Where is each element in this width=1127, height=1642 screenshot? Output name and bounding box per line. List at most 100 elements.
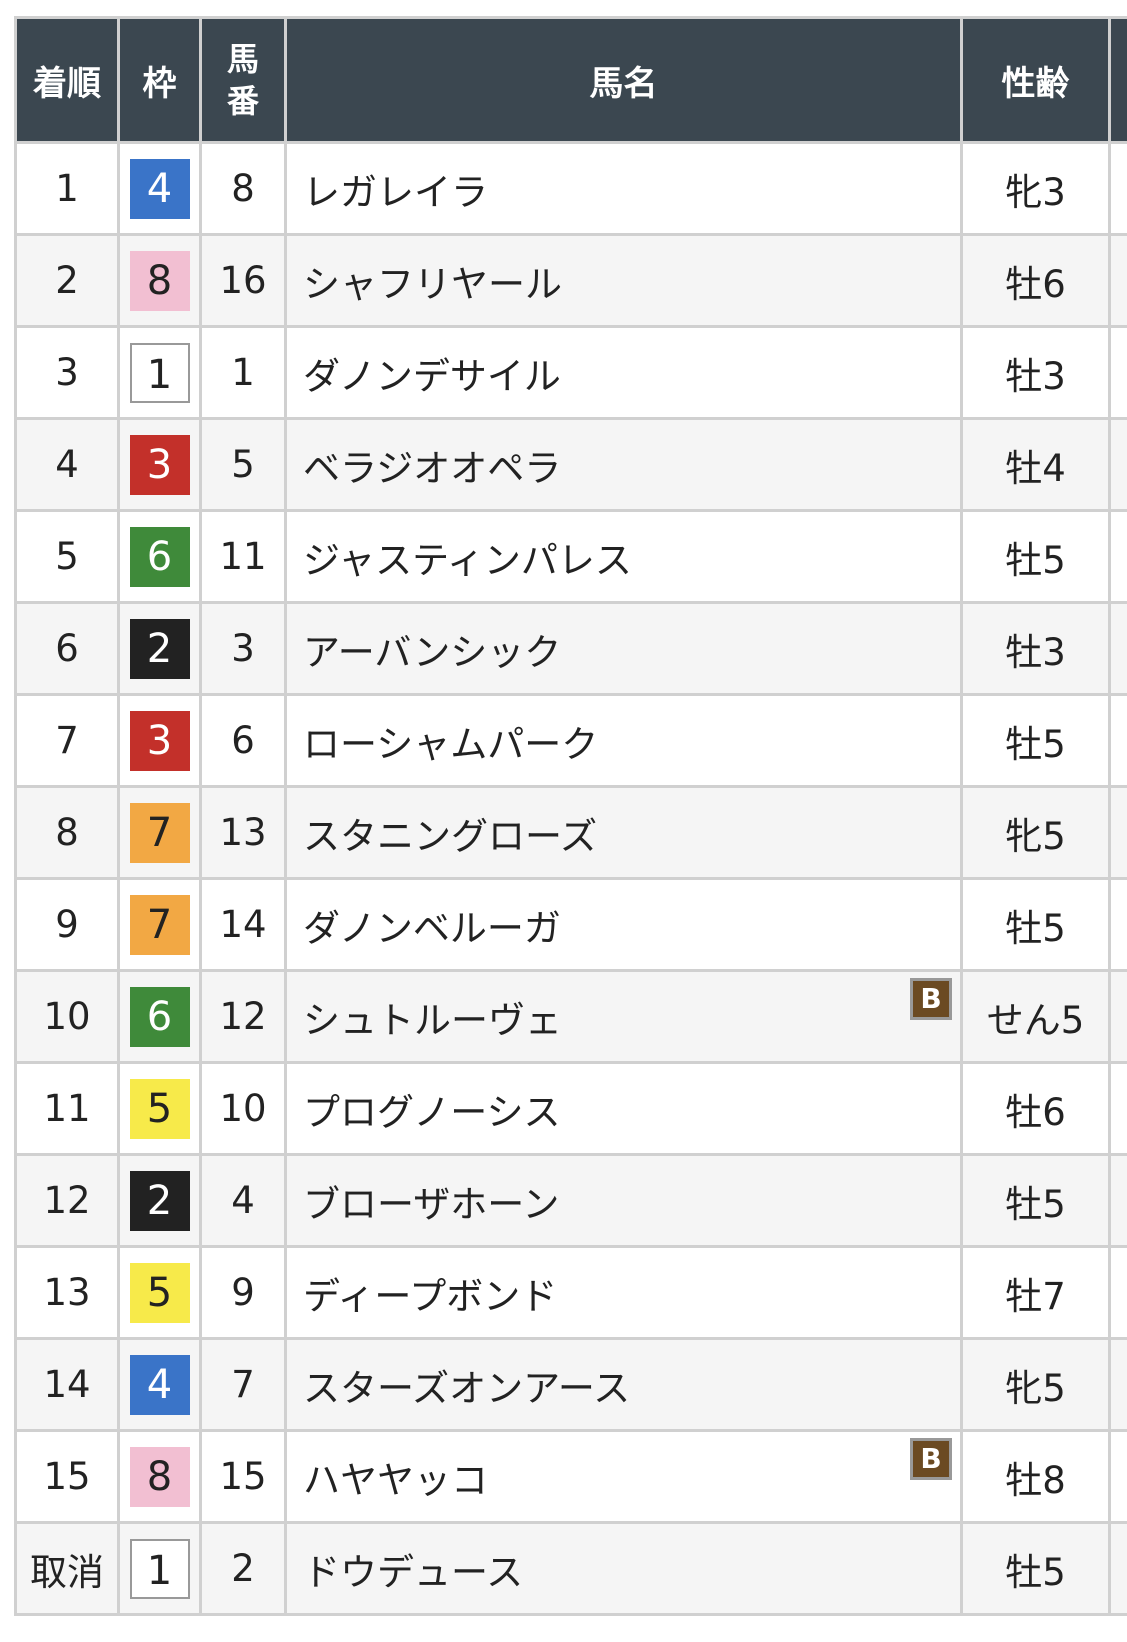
frame-badge: 6 — [129, 986, 190, 1047]
frame-cell: 5 — [117, 1061, 202, 1156]
header-sexage[interactable]: 性齢 — [960, 16, 1111, 144]
table-row[interactable]: 8 7 13 スタニングローズ 牝5 — [14, 785, 1127, 880]
horse-name-link[interactable]: アーバンシック — [303, 630, 562, 674]
sex-age: せん5 — [960, 969, 1111, 1064]
horse-number: 15 — [199, 1429, 287, 1524]
horse-number: 2 — [199, 1521, 287, 1616]
rank: 13 — [14, 1245, 120, 1340]
table-row[interactable]: 14 4 7 スターズオンアース 牝5 — [14, 1337, 1127, 1432]
horse-name-cell: ドウデュース — [284, 1521, 963, 1616]
horse-number: 6 — [199, 693, 287, 788]
frame-cell: 2 — [117, 601, 202, 696]
extra-cell — [1108, 141, 1127, 236]
rank: 6 — [14, 601, 120, 696]
table-row[interactable]: 13 5 9 ディープボンド 牡7 — [14, 1245, 1127, 1340]
horse-name-link[interactable]: ジャスティンパレス — [303, 538, 632, 582]
horse-number: 8 — [199, 141, 287, 236]
frame-badge: 7 — [129, 894, 190, 955]
frame-cell: 1 — [117, 325, 202, 420]
horse-name-link[interactable]: スタニングローズ — [303, 814, 598, 858]
horse-name-link[interactable]: プログノーシス — [303, 1090, 561, 1134]
horse-name-cell: ダノンデサイル — [284, 325, 963, 420]
horse-number: 10 — [199, 1061, 287, 1156]
table-row[interactable]: 7 3 6 ローシャムパーク 牡5 — [14, 693, 1127, 788]
horse-number: 13 — [199, 785, 287, 880]
horse-name-cell: ローシャムパーク — [284, 693, 963, 788]
frame-cell: 4 — [117, 141, 202, 236]
table-row[interactable]: 12 2 4 ブローザホーン 牡5 — [14, 1153, 1127, 1248]
extra-cell — [1108, 601, 1127, 696]
extra-cell — [1108, 693, 1127, 788]
table-row[interactable]: 6 2 3 アーバンシック 牡3 — [14, 601, 1127, 696]
rank: 取消 — [14, 1521, 120, 1616]
horse-name-cell: レガレイラ — [284, 141, 963, 236]
horse-name-cell: スタニングローズ — [284, 785, 963, 880]
horse-name-cell: シャフリヤール — [284, 233, 963, 328]
table-row[interactable]: 11 5 10 プログノーシス 牡6 — [14, 1061, 1127, 1156]
extra-cell — [1108, 1153, 1127, 1248]
horse-number: 4 — [199, 1153, 287, 1248]
horse-name-link[interactable]: シュトルーヴェ — [303, 998, 562, 1042]
horse-name-link[interactable]: ブローザホーン — [303, 1182, 560, 1226]
header-rank[interactable]: 着順 — [14, 16, 120, 144]
horse-name-link[interactable]: ローシャムパーク — [303, 722, 599, 766]
header-number[interactable]: 馬番 — [199, 16, 287, 144]
sex-age: 牡5 — [960, 1153, 1111, 1248]
sex-age: 牡6 — [960, 233, 1111, 328]
frame-cell: 6 — [117, 509, 202, 604]
horse-name-link[interactable]: ハヤヤッコ — [303, 1458, 488, 1502]
extra-cell — [1108, 1061, 1127, 1156]
horse-number: 14 — [199, 877, 287, 972]
header-number-text: 馬番 — [226, 40, 259, 120]
table-row[interactable]: 15 8 15 ハヤヤッコ B 牡8 — [14, 1429, 1127, 1524]
frame-badge: 4 — [129, 1354, 190, 1415]
table-row[interactable]: 1 4 8 レガレイラ 牝3 — [14, 141, 1127, 236]
sex-age: 牝3 — [960, 141, 1111, 236]
frame-badge: 5 — [129, 1078, 190, 1139]
table-row[interactable]: 4 3 5 ベラジオオペラ 牡4 — [14, 417, 1127, 512]
horse-number: 5 — [199, 417, 287, 512]
table-row[interactable]: 取消 1 2 ドウデュース 牡5 — [14, 1521, 1127, 1616]
extra-cell — [1108, 233, 1127, 328]
horse-name-link[interactable]: ダノンデサイル — [303, 354, 561, 398]
horse-name-link[interactable]: ベラジオオペラ — [303, 446, 562, 490]
horse-name-link[interactable]: ダノンベルーガ — [303, 906, 561, 950]
rank: 15 — [14, 1429, 120, 1524]
sex-age: 牡5 — [960, 509, 1111, 604]
table-row[interactable]: 9 7 14 ダノンベルーガ 牡5 — [14, 877, 1127, 972]
frame-badge: 7 — [129, 802, 190, 863]
horse-name-cell: ダノンベルーガ — [284, 877, 963, 972]
horse-name-link[interactable]: ドウデュース — [303, 1550, 524, 1594]
horse-number: 7 — [199, 1337, 287, 1432]
horse-name-link[interactable]: スターズオンアース — [303, 1366, 631, 1410]
horse-name-cell: ジャスティンパレス — [284, 509, 963, 604]
horse-name-link[interactable]: レガレイラ — [303, 170, 488, 214]
sex-age: 牝5 — [960, 785, 1111, 880]
sex-age: 牡8 — [960, 1429, 1111, 1524]
sex-age: 牡3 — [960, 601, 1111, 696]
horse-name-link[interactable]: シャフリヤール — [303, 262, 562, 306]
rank: 14 — [14, 1337, 120, 1432]
frame-badge: 4 — [129, 158, 190, 219]
sex-age: 牝5 — [960, 1337, 1111, 1432]
rank: 4 — [14, 417, 120, 512]
sex-age: 牡6 — [960, 1061, 1111, 1156]
table-row[interactable]: 2 8 16 シャフリヤール 牡6 — [14, 233, 1127, 328]
extra-cell — [1108, 1337, 1127, 1432]
rank: 11 — [14, 1061, 120, 1156]
rank: 8 — [14, 785, 120, 880]
extra-cell — [1108, 969, 1127, 1064]
rank: 10 — [14, 969, 120, 1064]
table-row[interactable]: 5 6 11 ジャスティンパレス 牡5 — [14, 509, 1127, 604]
table-row[interactable]: 3 1 1 ダノンデサイル 牡3 — [14, 325, 1127, 420]
header-frame[interactable]: 枠 — [117, 16, 202, 144]
frame-badge: 1 — [129, 342, 190, 403]
horse-number: 12 — [199, 969, 287, 1064]
header-name[interactable]: 馬名 — [284, 16, 963, 144]
horse-name-cell: スターズオンアース — [284, 1337, 963, 1432]
extra-cell — [1108, 877, 1127, 972]
horse-name-link[interactable]: ディープボンド — [303, 1274, 558, 1318]
horse-name-cell: ブローザホーン — [284, 1153, 963, 1248]
sex-age: 牡7 — [960, 1245, 1111, 1340]
table-row[interactable]: 10 6 12 シュトルーヴェ B せん5 — [14, 969, 1127, 1064]
